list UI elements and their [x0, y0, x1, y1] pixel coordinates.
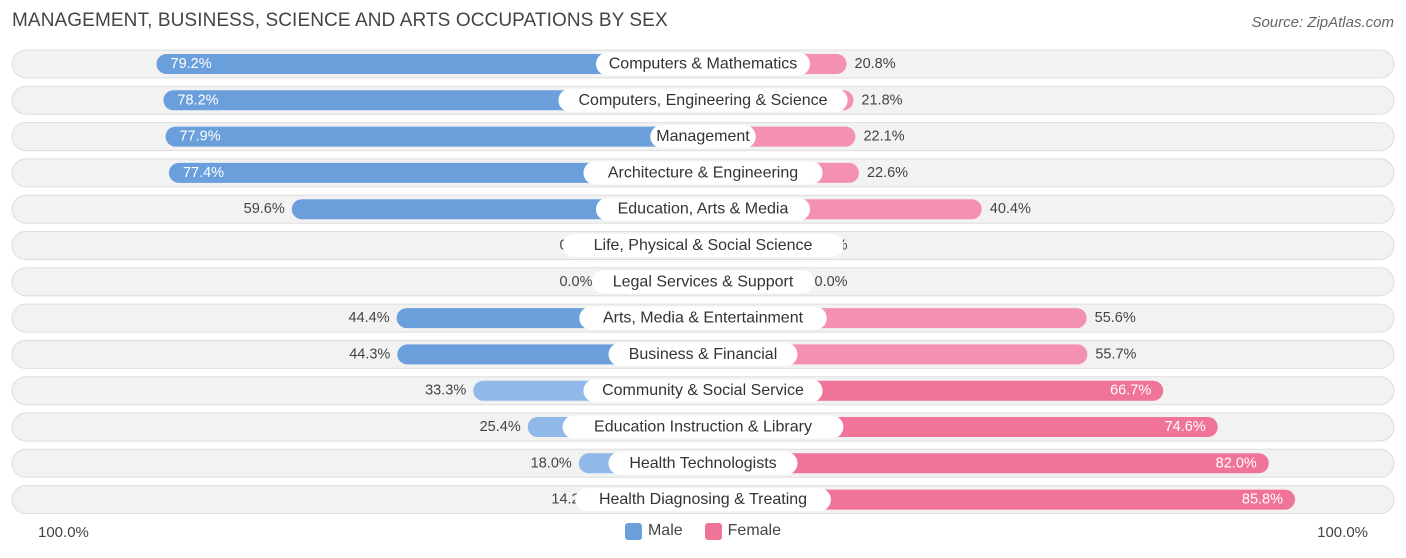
category-label: Community & Social Service: [602, 382, 804, 399]
category-label: Education Instruction & Library: [594, 419, 812, 436]
bar-male: [168, 162, 703, 183]
category-label: Architecture & Engineering: [608, 164, 798, 181]
data-label-male: 78.2%: [177, 92, 218, 108]
category-pill: [562, 234, 844, 257]
data-label-female: 55.6%: [1095, 310, 1136, 326]
category-label: Management: [656, 128, 750, 145]
bar-female: [703, 344, 1088, 365]
category-label: Education, Arts & Media: [618, 201, 789, 218]
chart-title: MANAGEMENT, BUSINESS, SCIENCE AND ARTS O…: [12, 10, 668, 31]
category-pill: [583, 161, 823, 185]
category-label: Health Diagnosing & Treating: [599, 491, 807, 508]
bar-male: [165, 126, 704, 147]
data-label-male: 0.0%: [559, 274, 592, 290]
category-label: Arts, Media & Entertainment: [603, 310, 804, 327]
bar-male: [156, 54, 703, 74]
bar-female: [703, 489, 1296, 510]
legend-swatch-female: [704, 522, 722, 540]
data-label-male: 77.9%: [179, 129, 220, 145]
data-label-female: 66.7%: [1110, 383, 1151, 399]
data-label-female: 82.0%: [1216, 455, 1257, 471]
data-label-male: 25.4%: [480, 419, 521, 435]
data-label-male: 44.4%: [349, 310, 390, 326]
category-pill: [608, 342, 798, 366]
category-label: Legal Services & Support: [613, 273, 794, 290]
category-pill: [595, 197, 811, 221]
data-label-female: 0.0%: [815, 274, 848, 290]
source-label: Source: ZipAtlas.com: [1251, 14, 1394, 31]
category-pill: [575, 488, 831, 512]
bar-female: [703, 453, 1269, 474]
data-label-male: 59.6%: [244, 201, 285, 217]
legend-label-female: Female: [727, 522, 782, 539]
data-label-female: 74.6%: [1165, 419, 1206, 435]
category-label: Business & Financial: [629, 346, 778, 363]
legend-item-female[interactable]: Female: [704, 522, 782, 540]
category-label: Computers, Engineering & Science: [578, 92, 827, 109]
category-label: Health Technologists: [629, 455, 776, 472]
axis-left-label: 100.0%: [38, 524, 89, 541]
category-pill: [650, 125, 756, 149]
data-label-male: 79.2%: [171, 56, 212, 72]
legend-item-male[interactable]: Male: [624, 522, 683, 540]
category-pill: [595, 52, 811, 76]
category-pill: [562, 415, 844, 439]
category-label: Life, Physical & Social Science: [594, 237, 813, 254]
category-pill: [608, 451, 798, 475]
data-label-female: 85.8%: [1242, 492, 1283, 508]
data-label-female: 40.4%: [990, 201, 1031, 217]
data-label-female: 55.7%: [1095, 346, 1136, 362]
data-label-male: 18.0%: [531, 455, 572, 471]
data-label-male: 33.3%: [425, 383, 466, 399]
legend: Male Female: [0, 522, 1406, 540]
data-label-female: 22.1%: [863, 129, 904, 145]
category-pill: [583, 379, 823, 403]
category-label: Computers & Mathematics: [609, 56, 798, 73]
legend-label-male: Male: [647, 522, 683, 539]
data-label-female: 21.8%: [861, 92, 902, 108]
category-pill: [558, 88, 848, 112]
data-label-male: 77.4%: [183, 165, 224, 181]
legend-swatch-male: [624, 522, 642, 540]
axis-right-label: 100.0%: [1317, 524, 1368, 541]
data-label-female: 20.8%: [855, 56, 896, 72]
data-label-female: 22.6%: [867, 165, 908, 181]
category-pill: [591, 270, 815, 294]
category-pill: [579, 306, 827, 330]
data-label-male: 44.3%: [349, 346, 390, 362]
